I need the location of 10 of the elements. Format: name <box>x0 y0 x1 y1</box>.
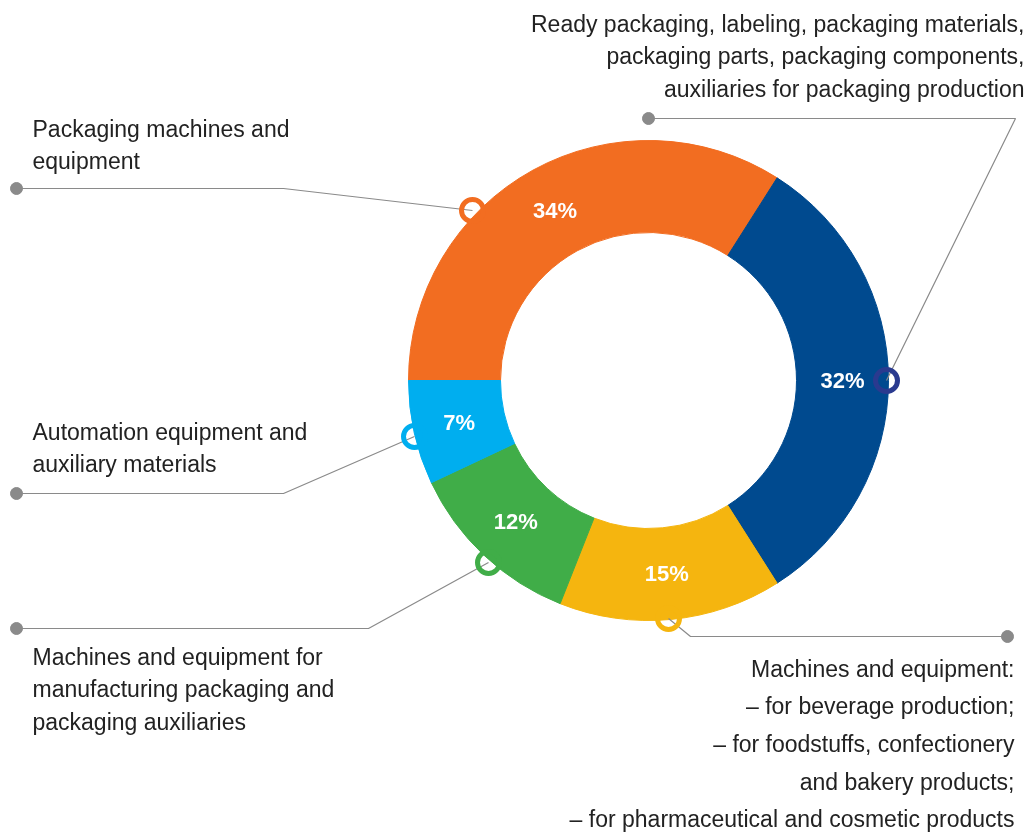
slice-label: Ready packaging, labeling, packaging materials, packaging parts, packaging components, auxiliaries for packaging production <box>530 10 1025 102</box>
data-label: 12% <box>493 509 538 535</box>
data-label: 34% <box>533 198 578 223</box>
slice-label: Machines and equipment: – for beverage production; – for foodstuffs, confectionery and bakery products; – for pharmaceutical and cosmetic products <box>569 655 1015 832</box>
slice-label: Machines and equipment for manufacturing packaging and packaging auxiliaries <box>32 643 335 735</box>
data-label: 15% <box>644 561 689 587</box>
slice-label: Automation equipment and auxiliary materials <box>32 418 308 477</box>
slice-label: Packaging machines and equipment <box>32 115 290 174</box>
data-label: 7% <box>443 410 476 436</box>
data-label: 32% <box>820 368 865 393</box>
